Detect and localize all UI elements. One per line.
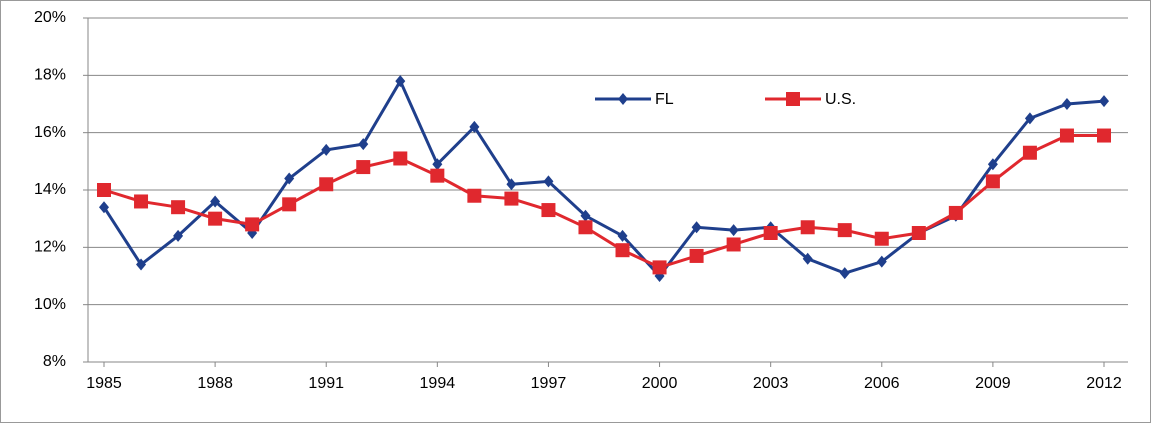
marker — [874, 231, 889, 246]
x-tick-label: 2009 — [975, 375, 1011, 392]
marker — [541, 203, 556, 218]
marker — [97, 183, 111, 197]
marker — [800, 220, 815, 235]
marker — [245, 217, 260, 232]
x-tick-label: 2006 — [864, 375, 900, 392]
marker — [617, 229, 628, 242]
marker — [321, 143, 332, 156]
marker — [171, 200, 186, 215]
marker — [1097, 128, 1111, 143]
marker — [208, 211, 223, 226]
marker — [173, 229, 184, 242]
marker — [1099, 95, 1109, 108]
marker — [691, 221, 702, 234]
x-tick-label: 1985 — [86, 375, 122, 392]
marker — [726, 237, 741, 252]
marker — [578, 220, 593, 235]
marker — [876, 255, 887, 268]
marker — [985, 174, 1000, 189]
marker — [356, 160, 371, 175]
legend-label: FL — [655, 91, 674, 108]
x-tick-label: 2000 — [642, 375, 678, 392]
series-line — [103, 134, 1104, 270]
marker — [987, 158, 998, 171]
x-tick-label: 2003 — [753, 375, 789, 392]
y-tick-label: 14% — [34, 181, 66, 198]
marker — [136, 258, 147, 271]
marker — [615, 243, 630, 258]
marker — [467, 188, 482, 203]
marker — [689, 248, 704, 263]
legend-label: U.S. — [825, 91, 856, 108]
marker — [948, 205, 963, 220]
marker — [1024, 112, 1035, 125]
x-tick-label: 1997 — [531, 375, 567, 392]
marker — [580, 209, 591, 222]
marker — [652, 260, 667, 275]
y-tick-label: 16% — [34, 124, 66, 141]
marker — [802, 252, 813, 265]
marker — [1059, 128, 1074, 143]
x-tick-label: 2012 — [1086, 375, 1122, 392]
marker — [506, 178, 517, 191]
y-tick-label: 12% — [34, 239, 66, 256]
y-tick-label: 18% — [34, 67, 66, 84]
marker — [469, 120, 480, 133]
marker — [1061, 98, 1072, 110]
marker — [786, 92, 800, 106]
marker — [99, 201, 109, 214]
marker — [319, 177, 334, 192]
marker — [432, 158, 443, 171]
marker — [618, 93, 628, 105]
marker — [911, 226, 926, 240]
marker — [504, 191, 519, 206]
marker — [395, 75, 406, 88]
marker — [358, 138, 369, 151]
marker — [837, 223, 852, 238]
marker — [210, 195, 221, 208]
marker — [728, 224, 739, 237]
marker — [430, 168, 445, 183]
marker — [1022, 145, 1037, 160]
x-tick-label: 1991 — [308, 375, 344, 392]
marker — [393, 151, 408, 166]
marker — [763, 226, 778, 240]
marker — [282, 197, 297, 212]
x-tick-label: 1988 — [197, 375, 233, 392]
marker — [839, 267, 850, 280]
x-tick-label: 1994 — [420, 375, 456, 392]
marker — [284, 172, 295, 185]
y-tick-label: 10% — [34, 296, 66, 313]
y-tick-label: 8% — [43, 353, 66, 370]
y-tick-label: 20% — [34, 9, 66, 26]
marker — [543, 175, 554, 188]
marker — [134, 194, 149, 209]
